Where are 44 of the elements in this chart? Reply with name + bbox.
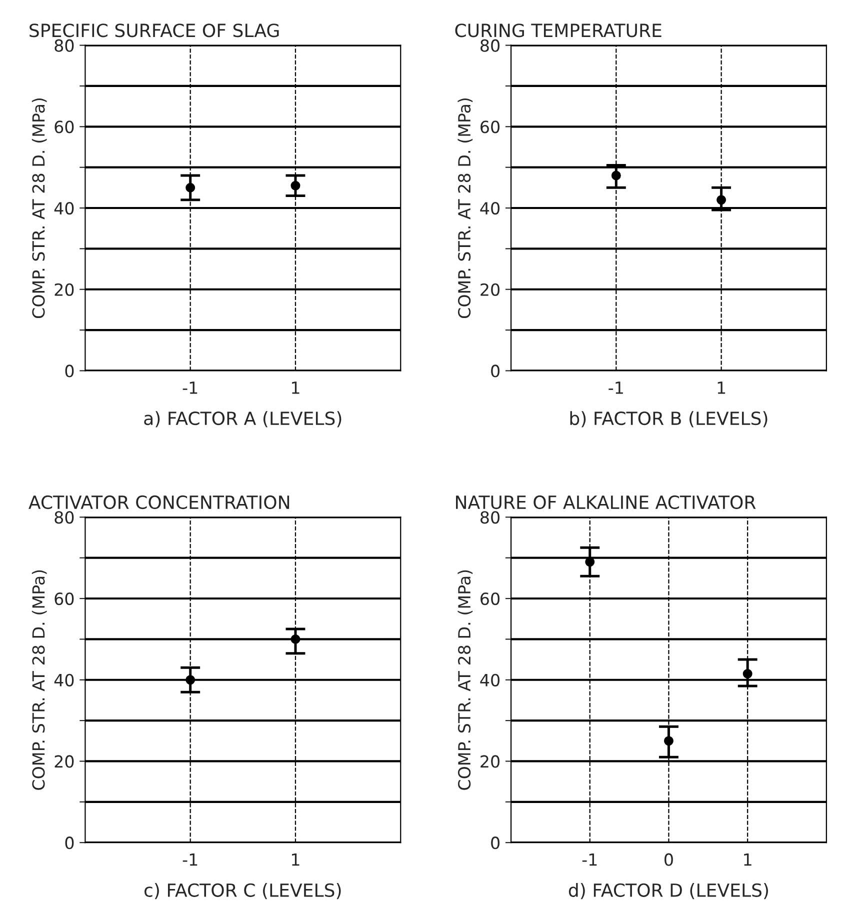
y-tick-label: 60 [480,120,500,134]
y-tick-label: 20 [54,755,74,768]
y-tick-label: 80 [480,39,500,52]
y-tick-label: 60 [54,592,74,606]
x-tick-label: -1 [608,382,623,394]
y-tick-label: 0 [65,836,74,850]
y-axis-title: COMP. STR. AT 28 D. (MPa) [458,570,473,790]
x-axis-title: b) FACTOR B (LEVELS) [570,411,768,428]
x-axis-title: c) FACTOR C (LEVELS) [144,883,341,900]
y-tick-label: 80 [54,511,74,524]
y-tick-label: 20 [54,283,74,296]
y-tick-label: 60 [480,592,500,606]
y-tick-label: 40 [54,674,74,686]
chart-title: CURING TEMPERATURE [455,24,662,38]
x-tick-label: -1 [582,854,597,866]
point [664,736,674,746]
x-axis-title: a) FACTOR A (LEVELS) [144,411,342,428]
y-tick-label: 0 [491,836,500,850]
x-tick-label: -1 [182,382,198,394]
chart-title: NATURE OF ALKALINE ACTIVATOR [456,495,756,510]
y-axis-title: COMP. STR. AT 28 D. (MPa) [32,570,47,790]
x-axis-title: d) FACTOR D (LEVELS) [568,883,768,900]
x-tick-label: -1 [182,854,198,866]
point [585,557,595,567]
x-tick-label: 1 [292,854,300,866]
chart-title: ACTIVATOR CONCENTRATION [28,495,290,510]
y-tick-label: 0 [65,364,74,378]
y-tick-label: 20 [480,283,500,296]
x-tick-label: 1 [718,382,726,394]
y-axis-title: COMP. STR. AT 28 D. (MPa) [32,98,47,318]
y-tick-label: 20 [480,755,500,768]
x-tick-label: 1 [744,854,752,866]
y-tick-label: 40 [480,674,500,686]
y-axis-title: COMP. STR. AT 28 D. (MPa) [458,98,473,318]
y-tick-label: 60 [54,120,74,134]
chart-title: SPECIFIC SURFACE OF SLAG [30,24,279,38]
y-tick-label: 0 [491,364,500,378]
y-tick-label: 40 [54,202,74,215]
y-tick-label: 80 [480,511,500,524]
x-tick-label: 1 [292,382,300,394]
x-tick-label: 0 [664,853,673,866]
point [742,669,752,679]
y-tick-label: 80 [54,39,74,52]
y-tick-label: 40 [480,202,500,215]
